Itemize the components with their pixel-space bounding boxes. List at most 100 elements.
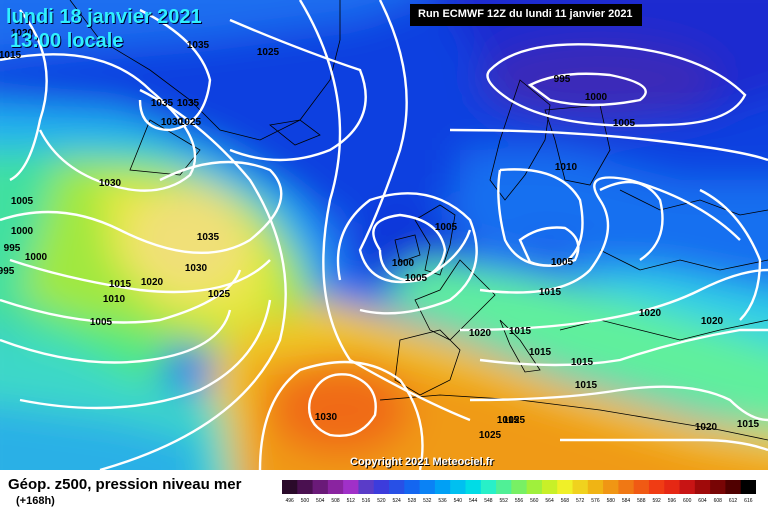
isobar-label: 1030 — [315, 412, 338, 423]
color-scale-cell — [587, 480, 604, 494]
color-scale-cell — [465, 480, 482, 494]
isobar-label: 1015 — [109, 279, 132, 290]
isobar-label: 1000 — [25, 252, 48, 263]
color-scale-label: 616 — [744, 498, 753, 504]
color-scale-label: 564 — [545, 498, 554, 504]
color-scale-cell — [312, 480, 329, 494]
color-scale-cell — [358, 480, 375, 494]
color-scale-cell — [603, 480, 619, 494]
color-scale-cell — [373, 480, 390, 494]
color-scale-cell — [679, 480, 696, 494]
color-scale-label: 496 — [285, 498, 294, 504]
color-scale-label: 572 — [576, 498, 585, 504]
isobar-label: 1030 — [185, 263, 208, 274]
color-scale-label: 552 — [500, 498, 509, 504]
copyright-notice: Copyright 2021 Meteociel.fr — [350, 456, 494, 468]
color-scale-label: 604 — [698, 498, 707, 504]
color-scale-label: 512 — [347, 498, 356, 504]
isobar-label: 1015 — [575, 380, 598, 391]
color-scale-cell — [404, 480, 421, 494]
isobar-label: 1005 — [11, 196, 34, 207]
color-scale-label: 524 — [393, 498, 402, 504]
color-scale-cell — [618, 480, 635, 494]
color-scale-label: 508 — [331, 498, 340, 504]
color-scale-label: 536 — [438, 498, 447, 504]
color-scale-label: 584 — [622, 498, 631, 504]
color-scale-label: 548 — [484, 498, 493, 504]
color-scale-label: 504 — [316, 498, 325, 504]
color-scale-cell — [648, 480, 665, 494]
forecast-date: lundi 18 janvier 2021 — [6, 6, 202, 28]
isobar-label: 995 — [4, 243, 21, 254]
color-scale-cell — [282, 480, 298, 494]
isobar-label: 1015 — [529, 347, 552, 358]
coastlines — [69, 0, 768, 441]
isobar-label: 1005 — [551, 257, 574, 268]
color-scale-label: 588 — [637, 498, 646, 504]
color-scale-cell — [511, 480, 528, 494]
isobar-label: 1000 — [585, 92, 608, 103]
color-scale-cell — [572, 480, 589, 494]
isobar-label: 1000 — [392, 258, 415, 269]
color-scale-cell — [480, 480, 497, 494]
color-scale-label: 520 — [377, 498, 386, 504]
isobar-label: 1015 — [497, 415, 520, 426]
isobar-label: 1020 — [695, 422, 718, 433]
isobar-label: 1015 — [509, 326, 532, 337]
color-scale-label: 532 — [423, 498, 432, 504]
color-scale-label: 500 — [301, 498, 310, 504]
color-scale-label: 528 — [408, 498, 417, 504]
isobar-label: 1025 — [503, 415, 526, 426]
color-scale-cell — [526, 480, 543, 494]
color-scale-cell — [419, 480, 436, 494]
color-scale-cell — [633, 480, 650, 494]
color-scale-bar: 496 500 504 508 512 516 520 524 528 532 536 540 544 5… — [282, 480, 756, 504]
chart-title: Géop. z500, pression niveau mer — [8, 476, 242, 493]
color-scale-cell — [710, 480, 726, 494]
isobar-label: 1025 — [257, 47, 280, 58]
geopotential-field — [0, 0, 768, 470]
isobar-label: 1010 — [103, 294, 126, 305]
isobar-label: 1015 — [737, 419, 760, 430]
isobar-label: 1025 — [208, 289, 231, 300]
color-scale-label: 608 — [714, 498, 723, 504]
isobar-label: 995 — [0, 266, 15, 277]
color-scale-cell — [327, 480, 344, 494]
isobar-label: 1010 — [555, 162, 578, 173]
isobar-label: 1035 — [187, 40, 210, 51]
color-scale-label: 516 — [362, 498, 371, 504]
color-scale-cell — [434, 480, 451, 494]
forecast-lead-time: (+168h) — [16, 495, 55, 507]
isobar-label: 1035 — [151, 98, 174, 109]
isobar-label: 1015 — [539, 287, 562, 298]
color-scale-cell — [541, 480, 558, 494]
color-scale-label: 544 — [469, 498, 478, 504]
color-scale-label: 556 — [515, 498, 524, 504]
isobar-label: 1005 — [613, 118, 636, 129]
color-scale-cell — [694, 480, 711, 494]
color-scale-label: 576 — [591, 498, 600, 504]
color-scale-label: 540 — [454, 498, 463, 504]
isobar-label: 995 — [554, 74, 571, 85]
isobars — [0, 0, 768, 470]
color-scale-label: 560 — [530, 498, 539, 504]
color-scale-label: 568 — [561, 498, 570, 504]
run-info-box: Run ECMWF 12Z du lundi 11 janvier 2021 — [410, 4, 642, 26]
isobar-label: 1020 — [701, 316, 724, 327]
isobar-label: 1025 — [479, 430, 502, 441]
isobar-label: 1015 — [571, 357, 594, 368]
color-scale-cell — [496, 480, 512, 494]
isobar-label: 1015 — [0, 50, 22, 61]
isobar-label: 1025 — [179, 117, 202, 128]
color-scale-label: 592 — [652, 498, 661, 504]
color-scale-cell — [664, 480, 681, 494]
color-scale-label: 612 — [729, 498, 738, 504]
isobar-label: 1035 — [177, 98, 200, 109]
isobar-label: 1020 — [639, 308, 662, 319]
color-scale-cell — [343, 480, 359, 494]
isobar-label: 1035 — [197, 232, 220, 243]
color-scale-label: 600 — [683, 498, 692, 504]
